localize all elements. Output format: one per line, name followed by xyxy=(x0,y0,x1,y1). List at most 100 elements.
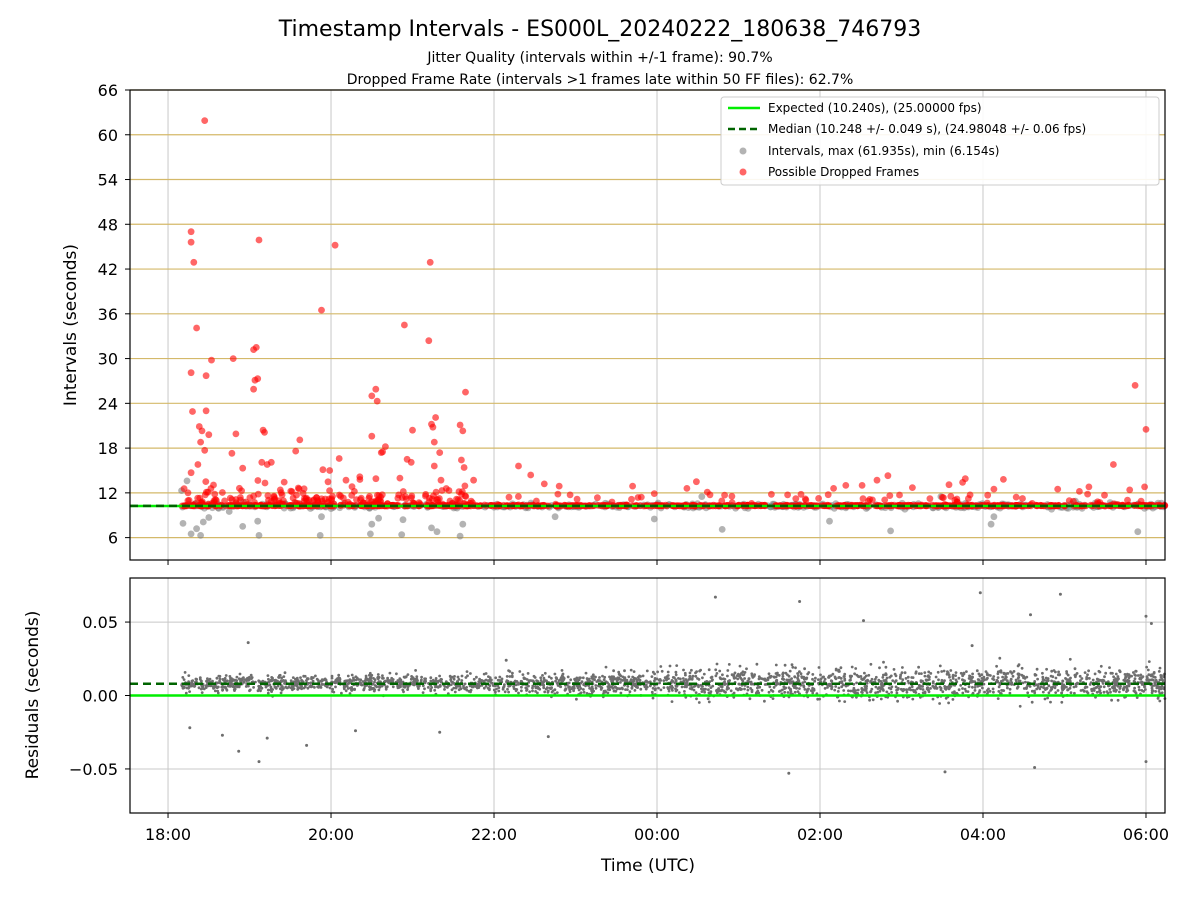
residual-point xyxy=(1022,676,1025,680)
residual-point xyxy=(906,675,910,679)
residual-point xyxy=(749,687,752,690)
residual-point xyxy=(1128,674,1132,678)
dropped-frame-point xyxy=(728,492,736,500)
residual-point xyxy=(217,674,221,678)
residual-point xyxy=(368,676,372,680)
residual-point xyxy=(869,662,873,666)
residual-point xyxy=(567,686,570,689)
residual-point xyxy=(890,685,894,689)
residual-point xyxy=(1150,678,1154,682)
residual-point xyxy=(973,680,977,684)
residual-point xyxy=(898,676,902,680)
residual-point xyxy=(364,674,368,678)
residual-point xyxy=(539,679,543,682)
dropped-frame-point xyxy=(310,496,318,504)
residual-point xyxy=(917,665,920,669)
residual-point xyxy=(675,664,679,667)
residual-point xyxy=(355,676,359,680)
residual-point xyxy=(757,675,761,678)
residual-point xyxy=(684,673,687,677)
residual-point xyxy=(977,678,981,682)
residual-point xyxy=(901,666,904,669)
residual-point xyxy=(439,677,443,681)
residual-point xyxy=(694,674,698,678)
residual-point xyxy=(648,680,652,684)
residual-point xyxy=(1045,667,1048,671)
residual-point xyxy=(415,677,419,681)
residual-point xyxy=(912,690,916,694)
residual-point xyxy=(1159,675,1163,679)
residual-point xyxy=(347,681,351,685)
top-y-tick-label: 48 xyxy=(98,215,118,234)
residual-point xyxy=(1147,660,1151,663)
residual-point xyxy=(242,680,246,684)
residual-point xyxy=(787,686,791,690)
residual-point xyxy=(706,697,710,701)
residual-point xyxy=(654,687,657,691)
residual-point xyxy=(1060,691,1064,695)
residual-point xyxy=(197,686,201,690)
residual-point xyxy=(296,688,300,691)
interval-point xyxy=(1134,528,1142,536)
residual-point xyxy=(610,678,614,682)
residual-point xyxy=(715,689,718,692)
residual-point xyxy=(1106,680,1110,683)
residual-point xyxy=(884,678,888,682)
dropped-frame-point xyxy=(881,496,889,504)
dropped-frame-point xyxy=(768,490,775,498)
residual-point xyxy=(310,676,313,679)
residual-point xyxy=(477,685,480,689)
dropped-frame-point xyxy=(1141,483,1148,491)
residual-point xyxy=(853,672,856,676)
residual-point xyxy=(867,673,871,677)
legend-dropped-label: Possible Dropped Frames xyxy=(768,165,919,179)
residual-point xyxy=(1126,689,1130,692)
residual-point xyxy=(927,670,931,674)
residual-point xyxy=(1146,679,1150,682)
residual-point xyxy=(703,690,706,694)
residual-point xyxy=(840,685,844,689)
residual-point xyxy=(368,671,372,675)
residual-point xyxy=(935,686,939,690)
residual-point xyxy=(235,679,239,682)
interval-point xyxy=(193,525,201,533)
residual-point xyxy=(988,689,992,693)
residual-point xyxy=(423,677,426,681)
residual-point xyxy=(882,679,886,682)
residual-point xyxy=(459,687,463,691)
residual-point xyxy=(768,685,772,689)
residual-point xyxy=(767,672,771,676)
dropped-frame-point xyxy=(187,238,195,246)
residual-point xyxy=(517,691,520,695)
dropped-frame-point xyxy=(461,482,469,490)
residual-point xyxy=(1060,700,1064,704)
residual-point xyxy=(265,736,269,740)
legend-expected-label: Expected (10.240s), (25.00000 fps) xyxy=(768,101,982,115)
dropped-frame-point xyxy=(374,496,382,504)
residual-point xyxy=(827,676,830,679)
residual-point xyxy=(377,685,381,688)
dropped-frame-point xyxy=(873,476,881,484)
residual-point xyxy=(763,683,767,686)
interval-point xyxy=(887,527,894,535)
residual-point xyxy=(1005,679,1009,683)
dropped-frame-point xyxy=(232,499,240,507)
residual-point xyxy=(1112,675,1115,679)
residual-point xyxy=(1065,685,1068,689)
residual-point xyxy=(1143,685,1146,689)
residual-point xyxy=(460,674,464,678)
residual-point xyxy=(323,677,327,681)
dropped-frame-point xyxy=(228,449,236,457)
residual-point xyxy=(348,678,352,682)
residual-point xyxy=(784,671,788,675)
residual-point xyxy=(494,676,498,680)
dropped-frame-point xyxy=(422,492,429,500)
residual-point xyxy=(1147,673,1151,677)
residual-point xyxy=(675,688,679,692)
residual-point xyxy=(715,672,719,675)
residual-point xyxy=(555,676,558,680)
residual-point xyxy=(843,677,847,681)
residual-point xyxy=(1009,677,1013,681)
residual-point xyxy=(222,678,226,682)
dropped-frame-point xyxy=(210,497,218,505)
